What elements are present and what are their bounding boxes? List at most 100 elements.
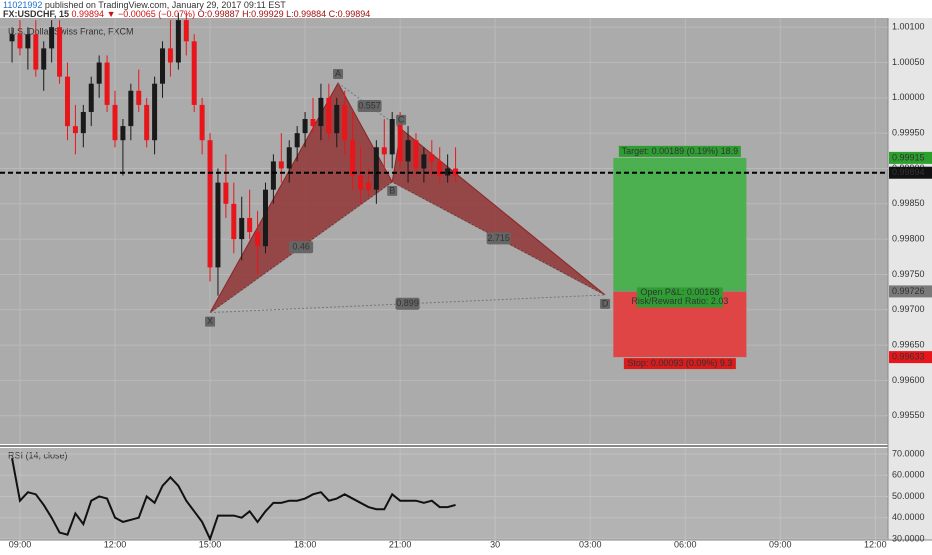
- candle-body: [255, 232, 261, 247]
- target-zone: [613, 157, 747, 292]
- price-badge-label: 0.99894: [892, 167, 925, 177]
- x-tick-label: 12:00: [104, 539, 127, 549]
- candle-body: [358, 175, 364, 190]
- x-tick-label: 09:00: [9, 539, 32, 549]
- candle-body: [421, 154, 427, 169]
- price-badge: [889, 351, 932, 364]
- candle-body: [286, 147, 292, 169]
- candle-body: [144, 104, 150, 141]
- price-badge: [889, 166, 932, 179]
- y-tick-label: 30.0000: [892, 533, 925, 543]
- point-label: A: [335, 68, 341, 78]
- candle-body: [445, 168, 451, 176]
- target-label: Target: 0.00189 (0.19%) 18.9: [622, 146, 739, 156]
- y-tick-label: 0.99550: [892, 410, 925, 420]
- change: ▼ −0.00065 (−0.07%): [107, 9, 195, 19]
- y-tick-label: 0.99650: [892, 339, 925, 349]
- candle-body: [350, 140, 356, 176]
- ratio-badge: [395, 297, 420, 310]
- ratio-label: 0.46: [292, 242, 310, 252]
- published: published on TradingView.com, January 29…: [45, 0, 286, 10]
- header: 11021992 published on TradingView.com, J…: [3, 0, 286, 10]
- candle-body: [167, 48, 173, 63]
- candle-body: [152, 83, 158, 141]
- y-tick-label: 1.00000: [892, 92, 925, 102]
- candle-body: [215, 182, 221, 268]
- candle-body: [239, 217, 245, 240]
- user: 11021992: [3, 0, 42, 10]
- label-box: [636, 287, 723, 308]
- ratio-badge: [289, 241, 314, 254]
- stop-label: Stop: 0.00093 (0.09%) 9.3: [627, 358, 732, 368]
- candle-body: [104, 62, 110, 105]
- ratio-badge: [357, 99, 382, 112]
- candle-body: [33, 34, 39, 70]
- candle-body: [160, 48, 166, 84]
- y-tick-label: 0.99700: [892, 304, 925, 314]
- candle-body: [112, 104, 118, 141]
- price-badge-label: 0.99915: [892, 152, 925, 162]
- pnl-label: Open P&L: 0.00168: [640, 287, 719, 297]
- price-axis: [888, 18, 932, 540]
- x-tick-label: 21:00: [389, 539, 412, 549]
- candle-body: [294, 133, 300, 148]
- candle-body: [302, 119, 308, 134]
- candle-body: [365, 182, 371, 190]
- candle-body: [262, 189, 268, 247]
- point-badge: [387, 185, 398, 196]
- candle-body: [413, 140, 419, 169]
- point-badge: [600, 298, 611, 309]
- candle-body: [326, 97, 332, 134]
- point-label: X: [207, 316, 213, 326]
- candle-body: [88, 83, 94, 112]
- price-badge: [889, 285, 932, 298]
- y-tick-label: 0.99750: [892, 269, 925, 279]
- y-tick-label: 40.0000: [892, 512, 925, 522]
- candle-body: [310, 119, 316, 127]
- price-badge-label: 0.99633: [892, 351, 925, 361]
- y-tick-label: 50.0000: [892, 491, 925, 501]
- candle-body: [41, 48, 47, 70]
- price-badge: [889, 151, 932, 164]
- x-tick-label: 15:00: [199, 539, 222, 549]
- candle-body: [453, 168, 459, 176]
- candle-body: [389, 119, 395, 155]
- candle-body: [342, 104, 348, 141]
- candle-body: [373, 147, 379, 190]
- candle-body: [381, 147, 387, 155]
- candle-body: [64, 76, 70, 127]
- candle-body: [17, 34, 23, 49]
- symbol-line: FX:USDCHF, 15 0.99894 ▼ −0.00065 (−0.07%…: [3, 9, 370, 19]
- candle-body: [397, 119, 403, 162]
- candle-body: [136, 90, 142, 105]
- x-tick-label: 09:00: [769, 539, 792, 549]
- label-box: [623, 358, 736, 370]
- candle-body: [96, 62, 102, 84]
- y-tick-label: 60.0000: [892, 470, 925, 480]
- ratio-label: 2.715: [487, 233, 510, 243]
- x-tick-label: 12:00: [864, 539, 887, 549]
- point-badge: [333, 68, 344, 79]
- label-box: [618, 145, 741, 157]
- candle-body: [223, 182, 229, 204]
- point-badge: [396, 114, 407, 125]
- candle-body: [334, 104, 340, 134]
- candle-body: [247, 217, 253, 233]
- candle-body: [183, 20, 189, 42]
- candle-body: [128, 90, 134, 127]
- price-badge-label: 0.99726: [892, 286, 925, 296]
- y-tick-label: 0.99800: [892, 233, 925, 243]
- ratio-label: 0.899: [396, 298, 419, 308]
- candle-body: [25, 34, 31, 49]
- candle-body: [57, 27, 63, 77]
- ratio-label: 0.557: [358, 100, 381, 110]
- candle-body: [175, 20, 181, 63]
- candle-body: [80, 111, 86, 134]
- rsi-title: RSI (14, close): [8, 450, 68, 460]
- point-label: B: [389, 185, 395, 195]
- candle-body: [318, 97, 324, 127]
- y-tick-label: 0.99950: [892, 128, 925, 138]
- y-tick-label: 1.00050: [892, 57, 925, 67]
- candle-body: [231, 203, 237, 240]
